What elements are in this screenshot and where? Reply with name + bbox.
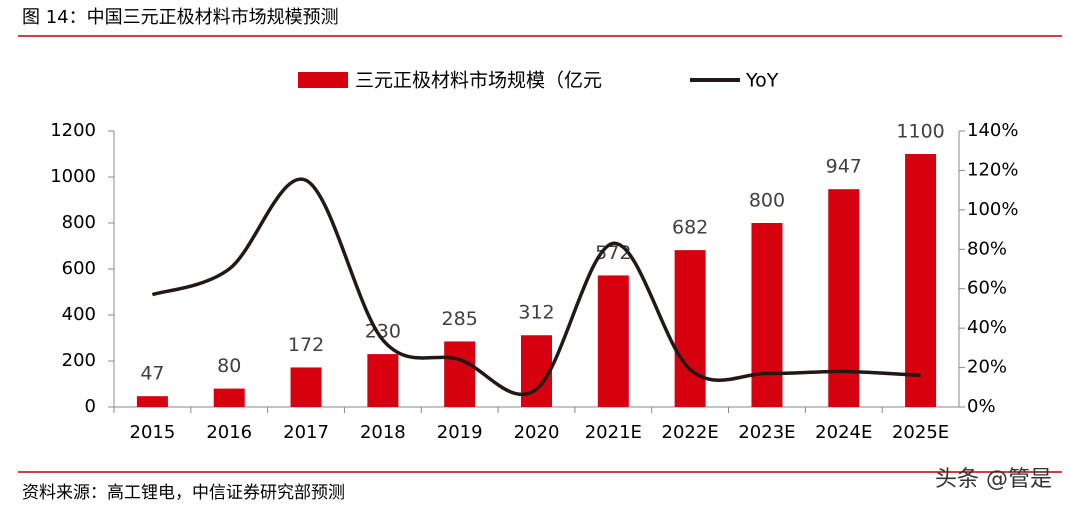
data-label: 1100 — [896, 121, 944, 143]
data-label: 172 — [288, 334, 324, 356]
data-label: 312 — [518, 302, 554, 324]
y2-tick-label: 20% — [967, 357, 1007, 378]
x-tick-label: 2021E — [585, 422, 642, 443]
x-tick-label: 2018 — [360, 422, 406, 443]
bar — [905, 154, 937, 407]
y-tick-label: 400 — [62, 304, 96, 325]
y-tick-label: 800 — [62, 212, 96, 233]
y2-tick-label: 120% — [967, 159, 1018, 180]
bar — [444, 341, 476, 407]
bar — [213, 388, 245, 407]
y-tick-label: 600 — [62, 258, 96, 279]
y-tick-label: 200 — [62, 350, 96, 371]
data-label: 947 — [826, 156, 862, 178]
data-label: 47 — [140, 363, 164, 385]
data-label: 800 — [749, 190, 785, 212]
legend-label: 三元正极材料市场规模（亿元 — [355, 70, 602, 92]
y2-tick-label: 80% — [967, 238, 1007, 259]
x-tick-label: 2025E — [892, 422, 949, 443]
watermark: 头条 @管是 — [935, 467, 1052, 492]
yoy-line — [151, 177, 921, 397]
legend-label: YoY — [745, 70, 779, 92]
bar — [597, 275, 629, 407]
y-tick-label: 1200 — [50, 120, 96, 141]
bar — [136, 396, 168, 407]
data-label: 80 — [217, 355, 241, 377]
bar — [674, 250, 706, 407]
x-tick-label: 2024E — [815, 422, 872, 443]
figure-title: 图 14：中国三元正极材料市场规模预测 — [22, 7, 339, 28]
y2-tick-label: 40% — [967, 317, 1007, 338]
x-tick-label: 2015 — [130, 422, 176, 443]
bar — [290, 367, 322, 407]
bar — [751, 223, 783, 407]
bar — [828, 189, 860, 407]
x-tick-label: 2017 — [283, 422, 329, 443]
data-label: 682 — [672, 217, 708, 239]
source-note: 资料来源：高工锂电，中信证券研究部预测 — [22, 483, 345, 503]
bar — [521, 335, 552, 407]
y-tick-label: 0 — [85, 396, 96, 417]
y2-tick-label: 60% — [967, 278, 1007, 299]
y2-tick-label: 100% — [967, 199, 1018, 220]
x-tick-label: 2023E — [738, 422, 795, 443]
x-tick-label: 2022E — [662, 422, 719, 443]
y2-tick-label: 0% — [967, 396, 996, 417]
x-tick-label: 2019 — [437, 422, 483, 443]
y-tick-label: 1000 — [50, 166, 96, 187]
legend-swatch — [298, 72, 348, 88]
x-tick-label: 2020 — [514, 422, 560, 443]
x-tick-label: 2016 — [206, 422, 252, 443]
data-label: 285 — [442, 308, 478, 330]
y2-tick-label: 140% — [967, 120, 1018, 141]
bar — [367, 354, 399, 407]
